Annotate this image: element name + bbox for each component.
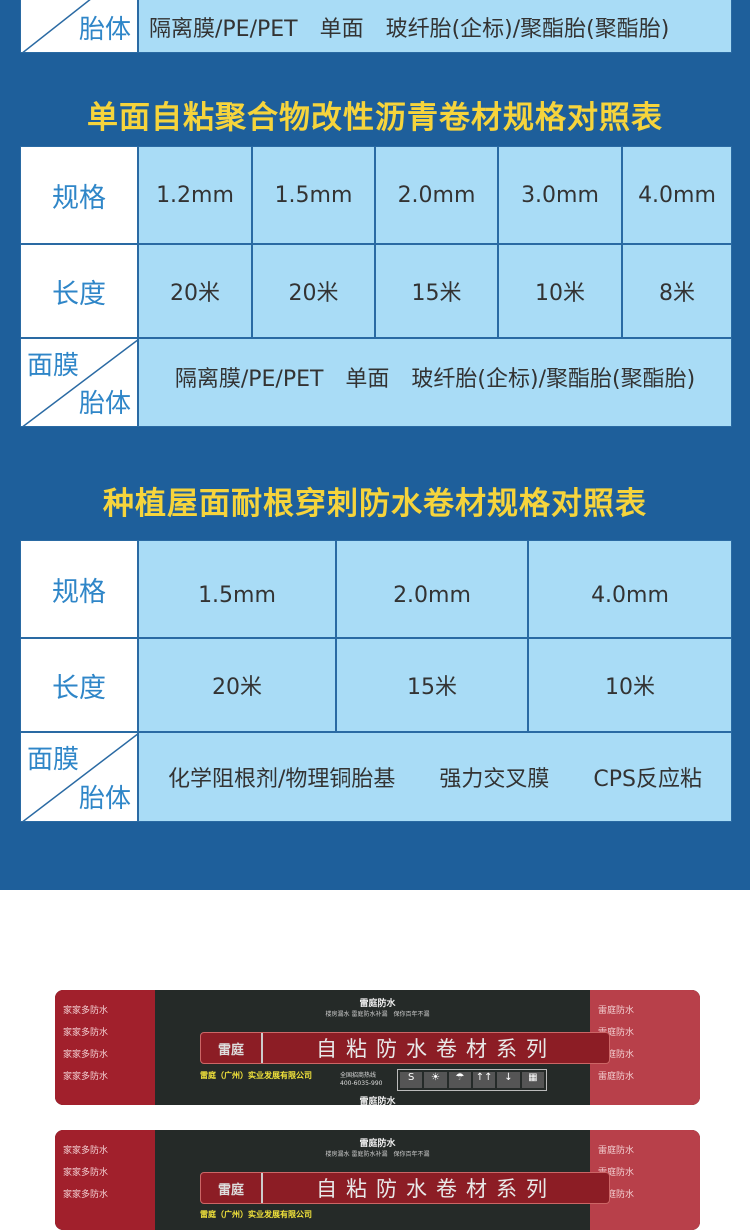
length-cell: 10米 bbox=[498, 244, 622, 338]
length-label: 长度 bbox=[20, 244, 138, 338]
umbrella-icon: ☂ bbox=[448, 1072, 471, 1088]
row-head-bottom: 胎体 bbox=[78, 15, 131, 45]
roll-end-left: 家家多防水 家家多防水 家家多防水 家家多防水 bbox=[55, 990, 155, 1105]
table2-title: 种植屋面耐根穿刺防水卷材规格对照表 bbox=[103, 486, 647, 522]
roll-slogan: 楼房漏水 雷庭防水补漏 保你百年不漏 bbox=[325, 1151, 430, 1158]
row-head-top: 面膜 bbox=[27, 745, 80, 775]
row-header-membrane-base: 面膜 胎体 bbox=[20, 338, 138, 427]
row-head-top: 面膜 bbox=[27, 351, 80, 381]
series-title: 自粘防水卷材系列 bbox=[261, 1033, 609, 1063]
length-cell: 20米 bbox=[138, 244, 252, 338]
row-head-bottom: 胎体 bbox=[78, 389, 131, 419]
row-header-membrane-base: 面膜 胎体 bbox=[20, 0, 138, 53]
length-cell: 15米 bbox=[375, 244, 498, 338]
roll-slogan: 楼房漏水 雷庭防水补漏 保你百年不漏 bbox=[325, 1011, 430, 1018]
spec-cell: 1.5mm bbox=[252, 146, 375, 244]
hotline: 全国招商热线 400-6035-990 bbox=[340, 1072, 383, 1087]
spec-cell: 4.0mm bbox=[528, 540, 732, 638]
row-head-top: 面膜 bbox=[27, 0, 79, 4]
length-cell: 15米 bbox=[336, 638, 528, 732]
roll-label-band: 雷庭 自粘防水卷材系列 bbox=[200, 1032, 610, 1064]
sun-icon: ☀ bbox=[424, 1072, 447, 1088]
length-label: 长度 bbox=[20, 638, 138, 732]
brand-logo: 雷庭 bbox=[217, 1182, 244, 1198]
company-name: 雷庭（广州）实业发展有限公司 bbox=[200, 1210, 312, 1219]
length-cell: 20米 bbox=[252, 244, 375, 338]
spec-cell: 4.0mm bbox=[622, 146, 732, 244]
qr-code-icon: ▦ bbox=[521, 1072, 544, 1088]
roll-end-left: 家家多防水 家家多防水 家家多防水 bbox=[55, 1130, 155, 1230]
table1-title: 单面自粘聚合物改性沥青卷材规格对照表 bbox=[87, 100, 663, 136]
length-cell: 20米 bbox=[138, 638, 336, 732]
spec-cell: 2.0mm bbox=[375, 146, 498, 244]
length-cell: 10米 bbox=[528, 638, 732, 732]
no-press-icon: ↓ bbox=[497, 1072, 520, 1088]
roll-end-right: 雷庭防水 雷庭防水 雷庭防水 雷庭防水 bbox=[590, 990, 700, 1105]
length-cell: 8米 bbox=[622, 244, 732, 338]
product-roll: 家家多防水 家家多防水 家家多防水 家家多防水 雷庭防水 雷庭防水 雷庭防水 雷庭防水 雷庭… bbox=[55, 990, 700, 1105]
membrane-base-cell: 化学阻根剂/物理铜胎基 强力交叉膜 CPS反应粘 bbox=[138, 732, 732, 822]
series-title: 自粘防水卷材系列 bbox=[261, 1173, 609, 1203]
roll-label-band: 雷庭 自粘防水卷材系列 bbox=[200, 1172, 610, 1204]
spec-label: 规格 bbox=[20, 540, 138, 638]
roll-brand-bottom: 雷庭防水 bbox=[359, 1097, 396, 1105]
spec-cell: 3.0mm bbox=[498, 146, 622, 244]
upright-icon: ↑↑ bbox=[472, 1072, 496, 1088]
care-icons: S ☀ ☂ ↑↑ ↓ ▦ bbox=[397, 1069, 547, 1091]
spec-label: 规格 bbox=[20, 146, 138, 244]
row-head-bottom: 胎体 bbox=[78, 784, 131, 814]
roll-brand: 雷庭防水 bbox=[359, 1139, 396, 1149]
spec-cell: 1.2mm bbox=[138, 146, 252, 244]
membrane-base-cell: 隔离膜/PE/PET 单面 玻纤胎(企标)/聚酯胎(聚酯胎) bbox=[138, 338, 732, 427]
company-name: 雷庭（广州）实业发展有限公司 bbox=[200, 1071, 312, 1080]
quality-icon: S bbox=[400, 1072, 423, 1088]
membrane-base-cell: 隔离膜/PE/PET 单面 玻纤胎(企标)/聚酯胎(聚酯胎) bbox=[138, 0, 732, 53]
spec-cell: 2.0mm bbox=[336, 540, 528, 638]
roll-brand: 雷庭防水 bbox=[359, 999, 396, 1009]
brand-logo: 雷庭 bbox=[217, 1042, 244, 1058]
spec-cell: 1.5mm bbox=[138, 540, 336, 638]
product-roll: 家家多防水 家家多防水 家家多防水 雷庭防水 雷庭防水 雷庭防水 雷庭防水 楼房漏水 雷… bbox=[55, 1130, 700, 1230]
row-header-membrane-base: 面膜 胎体 bbox=[20, 732, 138, 822]
